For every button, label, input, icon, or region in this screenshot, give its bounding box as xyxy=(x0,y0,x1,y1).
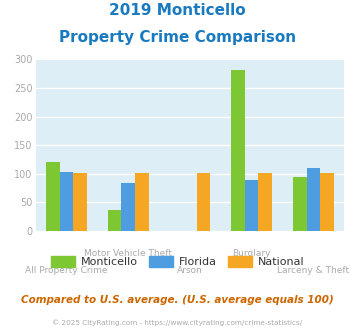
Bar xyxy=(121,183,135,231)
Bar xyxy=(231,70,245,231)
Text: © 2025 CityRating.com - https://www.cityrating.com/crime-statistics/: © 2025 CityRating.com - https://www.city… xyxy=(53,319,302,326)
Text: Compared to U.S. average. (U.S. average equals 100): Compared to U.S. average. (U.S. average … xyxy=(21,295,334,305)
Bar xyxy=(73,173,87,231)
Text: Property Crime Comparison: Property Crime Comparison xyxy=(59,30,296,45)
Bar xyxy=(108,210,121,231)
Bar xyxy=(293,177,307,231)
Bar xyxy=(46,162,60,231)
Bar xyxy=(60,172,73,231)
Bar xyxy=(135,173,148,231)
Bar xyxy=(245,180,258,231)
Bar xyxy=(258,173,272,231)
Legend: Monticello, Florida, National: Monticello, Florida, National xyxy=(46,251,309,272)
Text: Larceny & Theft: Larceny & Theft xyxy=(277,266,350,275)
Bar xyxy=(320,173,334,231)
Text: Burglary: Burglary xyxy=(233,249,271,258)
Bar xyxy=(307,168,320,231)
Bar xyxy=(197,173,210,231)
Text: Motor Vehicle Theft: Motor Vehicle Theft xyxy=(84,249,172,258)
Text: Arson: Arson xyxy=(177,266,203,275)
Text: 2019 Monticello: 2019 Monticello xyxy=(109,3,246,18)
Text: All Property Crime: All Property Crime xyxy=(25,266,108,275)
